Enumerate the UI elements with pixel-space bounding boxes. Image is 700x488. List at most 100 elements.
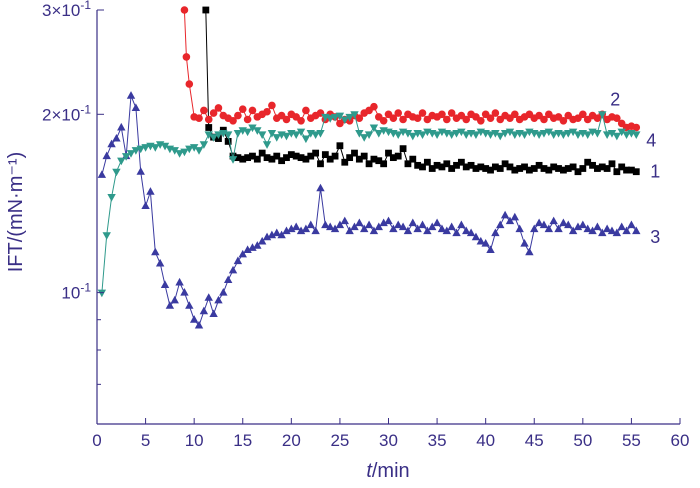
data-point-2 (234, 111, 242, 120)
data-point-4 (632, 131, 641, 139)
data-point-3 (112, 133, 121, 142)
data-point-3 (442, 226, 451, 235)
data-point-3 (296, 226, 306, 235)
data-point-3 (564, 220, 573, 229)
data-point-3 (452, 228, 461, 237)
data-point-1 (268, 155, 276, 163)
data-point-4 (350, 111, 359, 119)
series-line-1 (205, 9, 637, 173)
data-point-1 (472, 165, 480, 172)
data-point-4 (408, 132, 417, 141)
data-point-2 (263, 107, 271, 116)
data-point-3 (335, 220, 345, 229)
data-point-1 (414, 161, 422, 169)
data-point-1 (302, 155, 310, 163)
data-point-4 (112, 168, 121, 177)
data-point-2 (182, 53, 191, 61)
series-layer (97, 6, 641, 329)
data-point-3 (248, 243, 257, 251)
data-point-2 (180, 6, 189, 14)
data-point-1 (253, 155, 261, 163)
data-point-2 (204, 115, 213, 124)
y-tick-label: 2×10-1 (42, 102, 91, 124)
data-point-1 (365, 160, 373, 168)
data-point-1 (496, 165, 504, 172)
data-point-2 (579, 110, 587, 119)
data-point-3 (398, 222, 408, 231)
data-point-1 (380, 160, 388, 168)
data-point-1 (346, 154, 354, 162)
data-point-3 (219, 287, 228, 296)
series-line-4 (101, 113, 637, 293)
y-axis-title: IFT/(mN·m⁻¹) (5, 152, 27, 273)
data-point-3 (534, 218, 544, 227)
data-point-4 (151, 144, 160, 152)
data-point-3 (486, 245, 495, 254)
data-point-1 (491, 163, 499, 171)
data-point-1 (331, 152, 339, 160)
data-point-1 (278, 157, 286, 165)
data-point-3 (462, 226, 471, 235)
data-point-2 (229, 117, 237, 125)
data-point-1 (608, 160, 616, 168)
data-point-1 (321, 151, 329, 158)
data-point-3 (384, 216, 393, 225)
data-point-3 (282, 226, 291, 235)
data-point-3 (423, 226, 432, 235)
data-point-3 (544, 224, 554, 233)
data-point-4 (107, 194, 116, 202)
data-point-3 (578, 220, 588, 229)
data-point-1 (389, 154, 397, 162)
data-point-4 (598, 111, 607, 119)
y-tick-label: 3×10-1 (42, 0, 91, 20)
data-point-1 (574, 168, 582, 176)
data-point-1 (457, 158, 465, 166)
y-tick-mantissa: 3×10 (42, 1, 80, 20)
data-point-1 (487, 166, 494, 174)
data-point-4 (194, 147, 204, 155)
y-tick-mantissa: 10 (61, 284, 80, 303)
data-point-1 (555, 165, 562, 172)
data-point-1 (283, 154, 290, 162)
data-point-4 (204, 131, 213, 139)
data-point-1 (375, 157, 383, 165)
data-point-1 (443, 160, 451, 168)
data-point-1 (594, 165, 601, 172)
data-point-1 (409, 155, 417, 163)
data-point-3 (374, 222, 383, 231)
data-point-3 (306, 220, 315, 229)
data-point-4 (486, 131, 495, 139)
data-point-1 (560, 166, 567, 174)
data-point-1 (360, 152, 368, 160)
data-point-1 (506, 163, 514, 171)
data-point-3 (554, 224, 563, 233)
x-tick-label: 55 (622, 431, 641, 450)
data-point-3 (160, 280, 170, 288)
data-point-2 (418, 109, 427, 117)
data-point-1 (287, 151, 295, 158)
data-point-3 (301, 224, 311, 233)
series-label-2: 2 (610, 89, 620, 109)
data-point-3 (267, 230, 277, 239)
series-label-3: 3 (650, 227, 660, 247)
data-point-1 (239, 155, 247, 163)
data-point-4 (510, 131, 520, 139)
x-tick-label: 60 (671, 431, 690, 450)
x-tick-label: 15 (233, 431, 252, 450)
data-point-3 (408, 218, 417, 227)
data-point-1 (312, 149, 320, 157)
x-tick-label: 50 (573, 431, 592, 450)
data-point-3 (185, 301, 194, 309)
data-point-3 (311, 226, 320, 235)
data-point-1 (433, 161, 441, 169)
data-point-3 (515, 224, 524, 233)
data-point-4 (612, 132, 622, 141)
data-point-4 (185, 145, 194, 154)
x-tick-label: 25 (330, 431, 349, 450)
data-point-4 (617, 128, 626, 137)
y-tick-label: 10-1 (61, 281, 91, 303)
x-tick-label: 5 (141, 431, 150, 450)
x-tick-label: 10 (185, 431, 204, 450)
data-point-4 (248, 124, 257, 133)
data-point-4 (564, 129, 573, 138)
